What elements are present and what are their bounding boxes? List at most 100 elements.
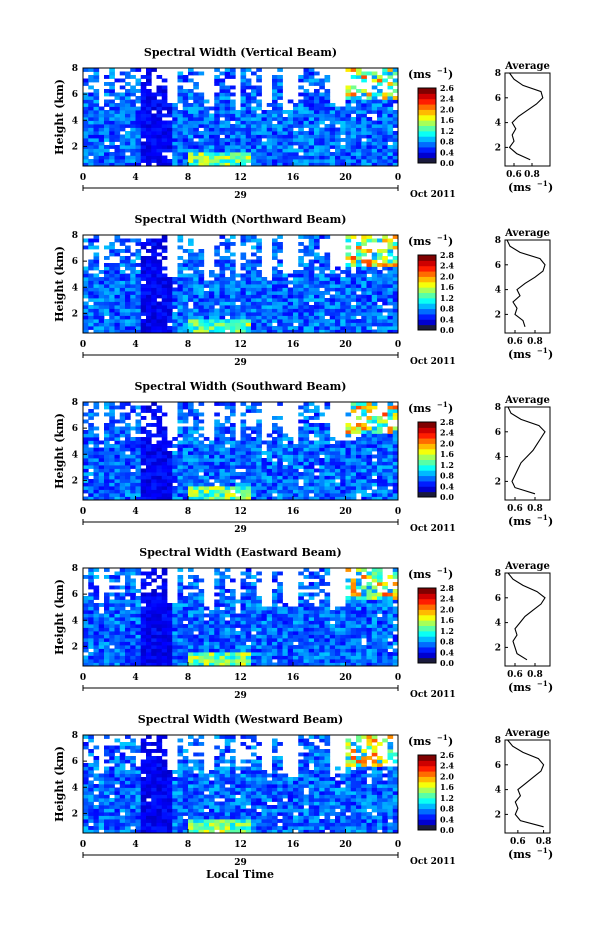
- heatmap-cell: [287, 127, 294, 132]
- heatmap-cell: [130, 405, 136, 410]
- heatmap-cell: [240, 82, 247, 86]
- heatmap-cell: [109, 624, 115, 628]
- heatmap-cell: [188, 242, 194, 246]
- heatmap-cell: [83, 315, 89, 320]
- heatmap-cell: [172, 454, 178, 459]
- heatmap-cell: [83, 245, 89, 250]
- heatmap-cell: [272, 617, 278, 621]
- heatmap-cell: [161, 489, 168, 494]
- heatmap-cell: [203, 655, 210, 660]
- heatmap-cell: [109, 312, 115, 316]
- heatmap-cell: [104, 113, 110, 118]
- heatmap-cell: [109, 662, 115, 667]
- heatmap-cell: [261, 134, 268, 139]
- heatmap-cell: [188, 568, 194, 572]
- heatmap-cell: [130, 624, 136, 628]
- heatmap-cell: [119, 291, 126, 295]
- heatmap-cell: [219, 655, 226, 660]
- heatmap-cell: [140, 617, 147, 621]
- heatmap-cell: [203, 447, 210, 452]
- heatmap-cell: [356, 68, 362, 72]
- heatmap-cell: [329, 294, 336, 299]
- heatmap-cell: [219, 402, 226, 406]
- heatmap-cell: [350, 96, 357, 100]
- heatmap-cell: [319, 127, 325, 132]
- heatmap-cell: [340, 145, 346, 149]
- average-y-tick-label: 8: [495, 69, 501, 79]
- heatmap-cell: [188, 141, 194, 146]
- heatmap-cell: [182, 468, 189, 473]
- heatmap-cell: [203, 145, 210, 149]
- heatmap-cell: [224, 127, 231, 132]
- heatmap-cell: [109, 245, 115, 250]
- heatmap-cell: [345, 252, 352, 257]
- heatmap-cell: [319, 319, 325, 323]
- heatmap-cell: [303, 493, 310, 497]
- heatmap-cell: [114, 270, 121, 274]
- heatmap-cell: [109, 315, 115, 320]
- heatmap-cell: [277, 277, 283, 281]
- heatmap-cell: [219, 482, 226, 487]
- heatmap-cell: [214, 152, 220, 156]
- heatmap-cell: [135, 493, 142, 497]
- heatmap-cell: [104, 454, 110, 459]
- heatmap-cell: [209, 301, 215, 306]
- heatmap-cell: [361, 409, 367, 413]
- heatmap-cell: [93, 127, 100, 132]
- heatmap-cell: [88, 641, 94, 646]
- heatmap-cell: [109, 291, 115, 295]
- heatmap-cell: [303, 461, 310, 466]
- heatmap-cell: [245, 433, 252, 438]
- heatmap-cell: [366, 124, 373, 128]
- heatmap-cell: [319, 78, 325, 83]
- heatmap-cell: [261, 613, 268, 618]
- heatmap-cell: [240, 631, 247, 635]
- heatmap-cell: [230, 68, 236, 72]
- heatmap-cell: [350, 329, 357, 334]
- heatmap-cell: [167, 620, 173, 625]
- heatmap-cell: [182, 319, 189, 323]
- heatmap-cell: [382, 134, 388, 139]
- heatmap-cell: [324, 155, 331, 160]
- heatmap-cell: [203, 127, 210, 132]
- heatmap-cell: [119, 259, 126, 264]
- heatmap-cell: [219, 287, 226, 292]
- heatmap-cell: [377, 419, 383, 424]
- heatmap-cell: [172, 631, 178, 635]
- heatmap-cell: [167, 634, 173, 639]
- heatmap-cell: [109, 305, 115, 309]
- heatmap-cell: [125, 582, 131, 586]
- heatmap-cell: [109, 405, 115, 410]
- heatmap-cell: [371, 444, 378, 448]
- heatmap-cell: [287, 138, 294, 142]
- heatmap-cell: [104, 305, 110, 309]
- heatmap-cell: [251, 152, 257, 156]
- heatmap-cell: [277, 454, 283, 459]
- heatmap-cell: [340, 155, 346, 160]
- heatmap-cell: [266, 486, 273, 490]
- heatmap-cell: [345, 468, 352, 473]
- heatmap-cell: [135, 641, 142, 646]
- heatmap-cell: [88, 110, 94, 114]
- heatmap-cell: [146, 627, 152, 632]
- heatmap-cell: [277, 312, 283, 316]
- heatmap-cell: [146, 134, 152, 139]
- heatmap-cell: [119, 405, 126, 410]
- heatmap-cell: [140, 99, 147, 104]
- heatmap-cell: [224, 416, 231, 420]
- heatmap-cell: [230, 433, 236, 438]
- heatmap-cell: [266, 641, 273, 646]
- heatmap-cell: [329, 277, 336, 281]
- heatmap-cell: [298, 85, 304, 90]
- heatmap-cell: [287, 162, 294, 167]
- heatmap-cell: [177, 305, 184, 309]
- heatmap-cell: [193, 409, 199, 413]
- heatmap-cell: [314, 134, 320, 139]
- heatmap-cell: [193, 482, 199, 487]
- heatmap-cell: [382, 138, 388, 142]
- heatmap-cell: [298, 319, 304, 323]
- heatmap-cell: [371, 287, 378, 292]
- heatmap-cell: [182, 249, 189, 253]
- heatmap-cell: [151, 451, 157, 455]
- heatmap-cell: [240, 652, 247, 656]
